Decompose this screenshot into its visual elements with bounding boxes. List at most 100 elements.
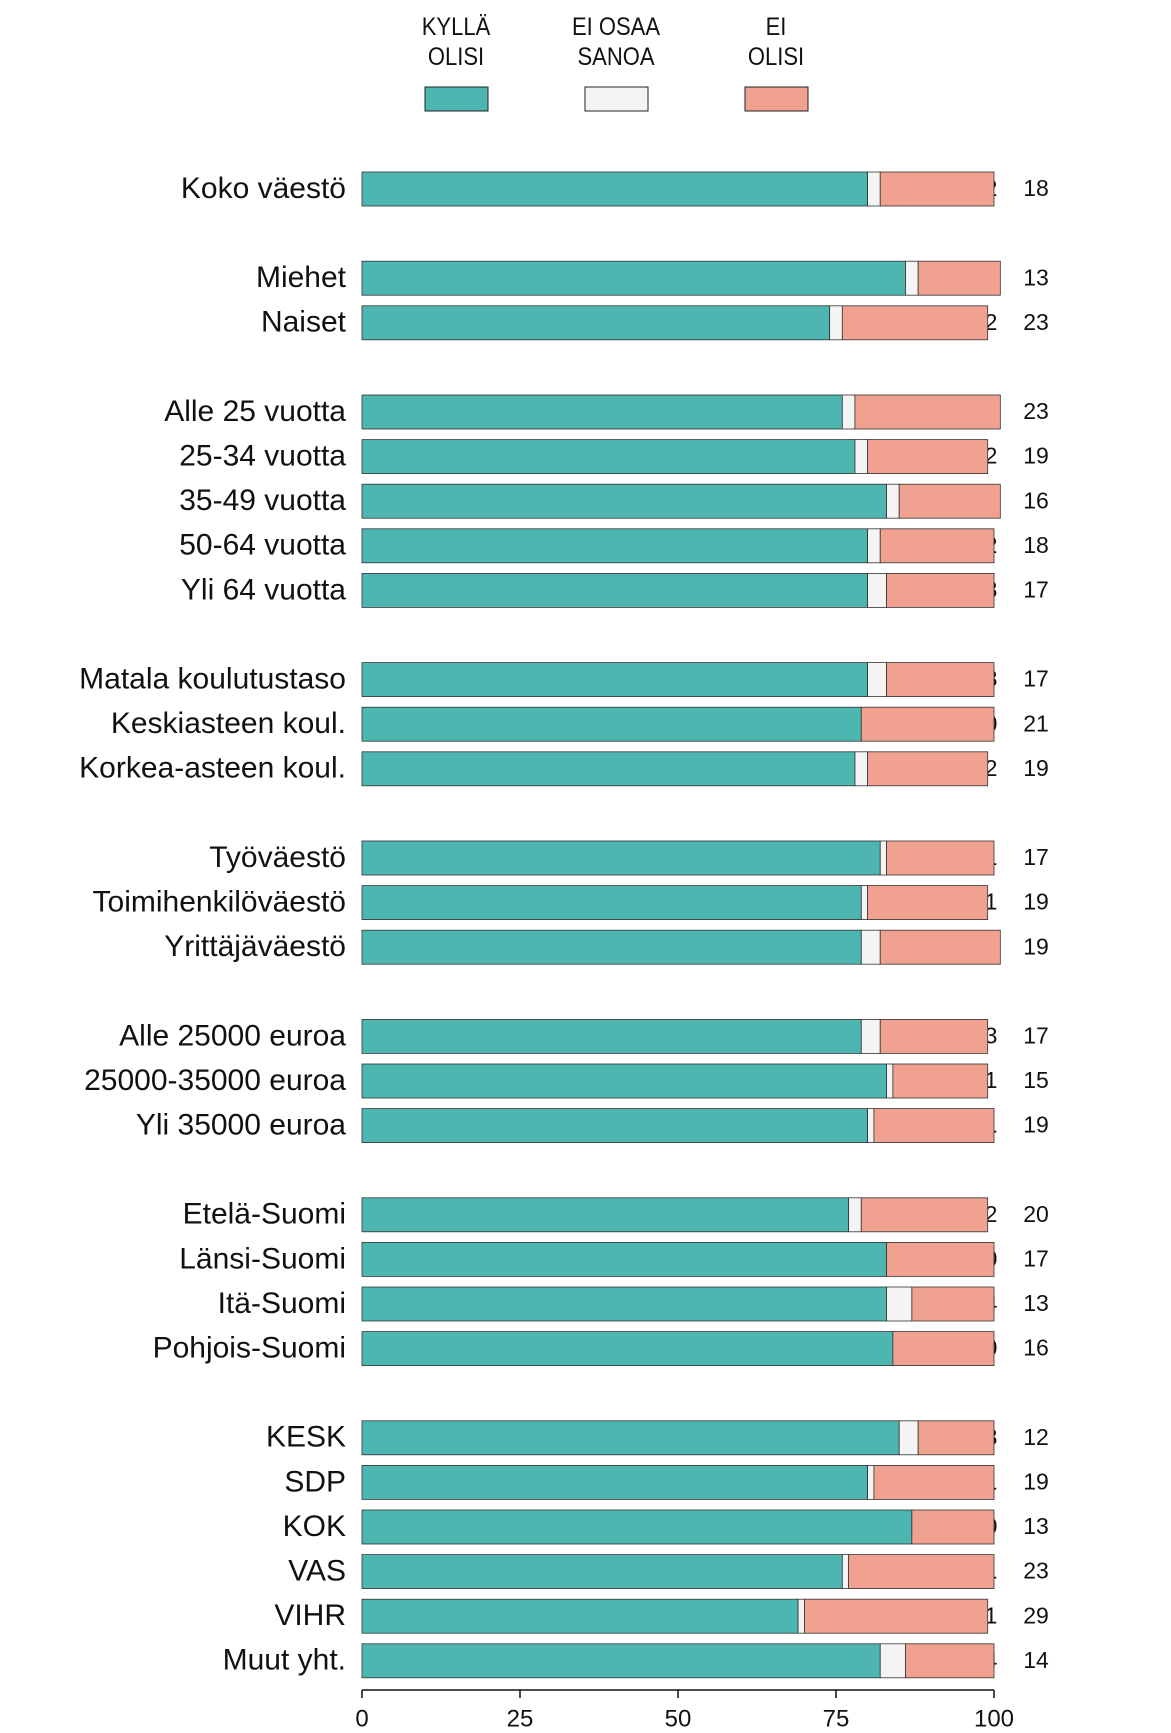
category-label: 25000-35000 euroa <box>84 1064 346 1097</box>
bar-segment <box>898 483 1001 519</box>
bar-segment <box>361 305 831 341</box>
value-label: 19 <box>1023 443 1049 469</box>
bar-segment <box>848 1554 995 1589</box>
category-label: SDP <box>284 1465 346 1498</box>
bar-segment <box>361 483 887 519</box>
value-label: 29 <box>1023 1602 1049 1628</box>
category-label: Pohjois-Suomi <box>153 1332 346 1365</box>
category-label: Matala koulutustaso <box>79 663 346 696</box>
bar-segment <box>361 1643 881 1679</box>
bar-segment <box>854 439 869 475</box>
bar-segment <box>867 662 887 697</box>
x-tick-label: 75 <box>823 1705 850 1732</box>
bar-segment <box>854 394 1001 430</box>
legend-label: EI OLISI <box>747 13 805 71</box>
category-label: Keskiasteen koul. <box>111 707 346 740</box>
bar-segment <box>361 260 906 296</box>
legend-swatch <box>584 86 649 112</box>
bar-segment <box>361 528 869 564</box>
category-label: VAS <box>288 1555 346 1588</box>
bar-segment <box>848 1197 862 1233</box>
category-label: Alle 25 vuotta <box>164 395 346 428</box>
bar-segment <box>917 260 1001 296</box>
bar-segment <box>867 1465 875 1500</box>
bar-segment <box>898 1420 919 1456</box>
category-label: Naiset <box>261 306 347 339</box>
category-label: Yli 35000 euroa <box>136 1109 346 1142</box>
value-label: 16 <box>1023 487 1049 513</box>
bar-segment <box>361 394 843 430</box>
bar-segment <box>873 1108 995 1143</box>
value-label: 12 <box>1023 1424 1049 1450</box>
value-label: 19 <box>1023 1468 1049 1494</box>
category-label: KESK <box>266 1421 346 1454</box>
bar-segment <box>886 483 900 519</box>
bar-segment <box>841 394 856 430</box>
category-label: Etelä-Suomi <box>183 1198 346 1231</box>
bar-segment <box>804 1598 989 1634</box>
category-label: Yli 64 vuotta <box>181 573 346 606</box>
bar-segment <box>361 885 862 920</box>
bar-segment <box>867 885 989 920</box>
bar-segment <box>361 706 862 742</box>
bar-segment <box>879 171 995 207</box>
category-label: 25-34 vuotta <box>179 440 346 473</box>
bar-segment <box>361 1197 850 1233</box>
bar-segment <box>361 1554 843 1589</box>
category-label: Alle 25000 euroa <box>119 1019 346 1052</box>
bar-segment <box>361 662 869 697</box>
bar-segment <box>361 1598 799 1634</box>
bar-segment <box>860 706 995 742</box>
value-label: 15 <box>1023 1067 1049 1093</box>
bar-segment <box>911 1509 995 1545</box>
value-label: 17 <box>1023 576 1049 602</box>
bar-segment <box>829 305 843 341</box>
bar-segment <box>905 260 919 296</box>
bar-segment <box>797 1598 805 1634</box>
bar-segment <box>873 1465 995 1500</box>
bar-segment <box>841 305 989 341</box>
category-label: Miehet <box>256 261 347 294</box>
legend-swatch <box>424 86 489 112</box>
bar-segment <box>886 1286 913 1322</box>
value-label: 21 <box>1023 710 1049 736</box>
value-label: 23 <box>1023 1558 1049 1584</box>
bar-segment <box>361 929 862 965</box>
bar-segment <box>886 1242 995 1277</box>
bar-segment <box>361 1465 869 1500</box>
category-label: VIHR <box>274 1599 346 1632</box>
value-label: 18 <box>1023 175 1049 201</box>
x-tick-label: 25 <box>507 1705 534 1732</box>
legend-label: KYLLÄ OLISI <box>421 13 491 71</box>
bar-segment <box>361 1509 913 1545</box>
value-label: 16 <box>1023 1335 1049 1361</box>
value-label: 23 <box>1023 398 1049 424</box>
bar-segment <box>860 885 869 920</box>
bar-segment <box>892 1331 995 1366</box>
bar-segment <box>860 929 881 965</box>
bar-segment <box>841 1554 850 1589</box>
bar-segment <box>361 171 869 207</box>
bar-segment <box>911 1286 995 1322</box>
value-label: 13 <box>1023 1290 1049 1316</box>
value-label: 17 <box>1023 844 1049 870</box>
value-label: 17 <box>1023 1022 1049 1048</box>
bar-segment <box>867 528 881 564</box>
value-label: 19 <box>1023 933 1049 959</box>
category-label: 35-49 vuotta <box>179 484 346 517</box>
bar-segment <box>917 1420 995 1456</box>
category-label: Toimihenkilöväestö <box>93 886 346 919</box>
bar-segment <box>361 1331 894 1366</box>
bar-segment <box>361 439 856 475</box>
value-label: 13 <box>1023 1513 1049 1539</box>
bar-segment <box>879 1019 989 1054</box>
bar-segment <box>886 662 995 697</box>
bar-segment <box>361 1286 887 1322</box>
bar-segment <box>854 751 869 787</box>
bar-segment <box>361 1108 869 1143</box>
x-tick-label: 50 <box>665 1705 692 1732</box>
bar-segment <box>361 840 881 876</box>
bar-segment <box>361 573 869 608</box>
bar-segment <box>879 1643 906 1679</box>
bar-segment <box>867 573 887 608</box>
